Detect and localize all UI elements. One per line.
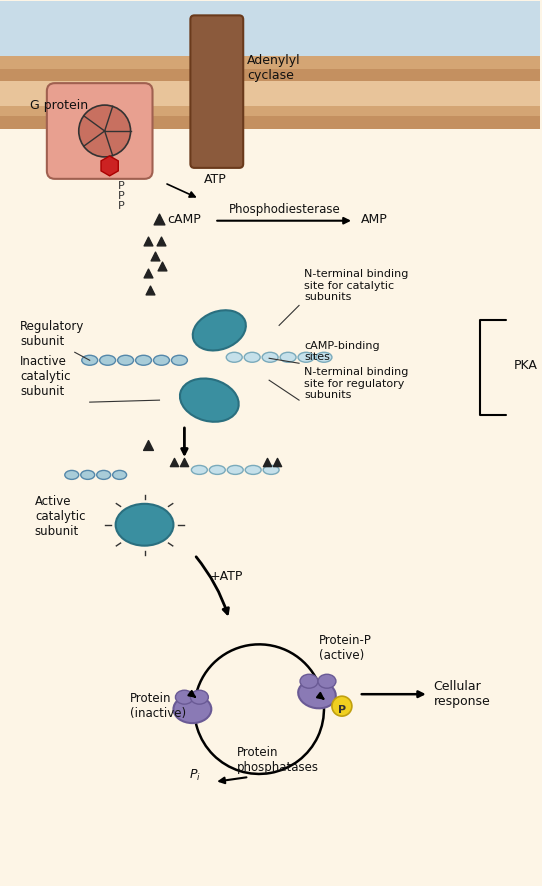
Point — [143, 438, 152, 452]
Ellipse shape — [298, 353, 314, 362]
Text: Protein
phosphatases: Protein phosphatases — [237, 746, 319, 774]
Text: ATP: ATP — [204, 173, 227, 186]
Point — [145, 284, 154, 298]
Ellipse shape — [298, 680, 336, 708]
Point — [180, 455, 189, 469]
Ellipse shape — [263, 465, 279, 474]
Ellipse shape — [113, 470, 127, 479]
Polygon shape — [101, 156, 118, 175]
Ellipse shape — [82, 355, 98, 365]
Ellipse shape — [173, 696, 211, 723]
Ellipse shape — [244, 353, 260, 362]
Text: G protein: G protein — [30, 99, 88, 112]
Text: Cellular
response: Cellular response — [434, 680, 491, 708]
Ellipse shape — [115, 504, 173, 546]
Text: N-terminal binding
site for catalytic
subunits: N-terminal binding site for catalytic su… — [304, 269, 409, 302]
Ellipse shape — [176, 690, 193, 704]
Ellipse shape — [280, 353, 296, 362]
Polygon shape — [0, 82, 540, 106]
Ellipse shape — [300, 674, 318, 688]
Ellipse shape — [262, 353, 278, 362]
Text: Regulatory
subunit: Regulatory subunit — [20, 321, 85, 348]
Ellipse shape — [96, 470, 111, 479]
Text: P: P — [118, 201, 124, 211]
Ellipse shape — [226, 353, 242, 362]
FancyBboxPatch shape — [190, 15, 243, 167]
Ellipse shape — [180, 378, 238, 422]
Point — [143, 266, 152, 280]
Point — [143, 234, 152, 248]
Polygon shape — [0, 69, 540, 82]
Text: Protein-P
(active): Protein-P (active) — [319, 634, 372, 663]
Ellipse shape — [245, 465, 261, 474]
Ellipse shape — [193, 310, 246, 351]
Ellipse shape — [171, 355, 188, 365]
Text: Adenylyl
cyclase: Adenylyl cyclase — [247, 54, 301, 82]
Text: Active
catalytic
subunit: Active catalytic subunit — [35, 494, 86, 538]
Point — [157, 234, 166, 248]
Point — [150, 248, 159, 262]
Text: AMP: AMP — [361, 213, 388, 226]
Polygon shape — [0, 106, 540, 116]
Text: Inactive
catalytic
subunit: Inactive catalytic subunit — [20, 355, 70, 398]
Text: PKA: PKA — [513, 359, 537, 372]
Point — [155, 212, 164, 226]
Circle shape — [79, 105, 131, 157]
Polygon shape — [0, 2, 540, 56]
Ellipse shape — [81, 470, 95, 479]
Text: $P_i$: $P_i$ — [189, 768, 201, 783]
Ellipse shape — [153, 355, 170, 365]
FancyBboxPatch shape — [47, 83, 152, 179]
Ellipse shape — [318, 674, 336, 688]
Text: P: P — [118, 181, 124, 190]
Point — [263, 455, 272, 469]
Text: Phosphodiesterase: Phosphodiesterase — [229, 203, 341, 215]
Ellipse shape — [227, 465, 243, 474]
Text: Protein
(inactive): Protein (inactive) — [130, 692, 186, 720]
Ellipse shape — [118, 355, 133, 365]
Ellipse shape — [190, 690, 208, 704]
Text: N-terminal binding
site for regulatory
subunits: N-terminal binding site for regulatory s… — [304, 367, 409, 400]
Polygon shape — [0, 56, 540, 69]
Polygon shape — [0, 116, 540, 129]
Text: P: P — [118, 190, 124, 201]
Ellipse shape — [136, 355, 152, 365]
Text: +ATP: +ATP — [209, 570, 243, 583]
Text: P: P — [338, 705, 346, 715]
Point — [170, 455, 179, 469]
Ellipse shape — [65, 470, 79, 479]
Ellipse shape — [209, 465, 225, 474]
Text: cAMP: cAMP — [167, 213, 201, 226]
Circle shape — [332, 696, 352, 716]
Ellipse shape — [191, 465, 208, 474]
Text: cAMP-binding
sites: cAMP-binding sites — [304, 340, 379, 362]
Ellipse shape — [316, 353, 332, 362]
Point — [273, 455, 281, 469]
Ellipse shape — [100, 355, 115, 365]
Point — [158, 259, 167, 273]
